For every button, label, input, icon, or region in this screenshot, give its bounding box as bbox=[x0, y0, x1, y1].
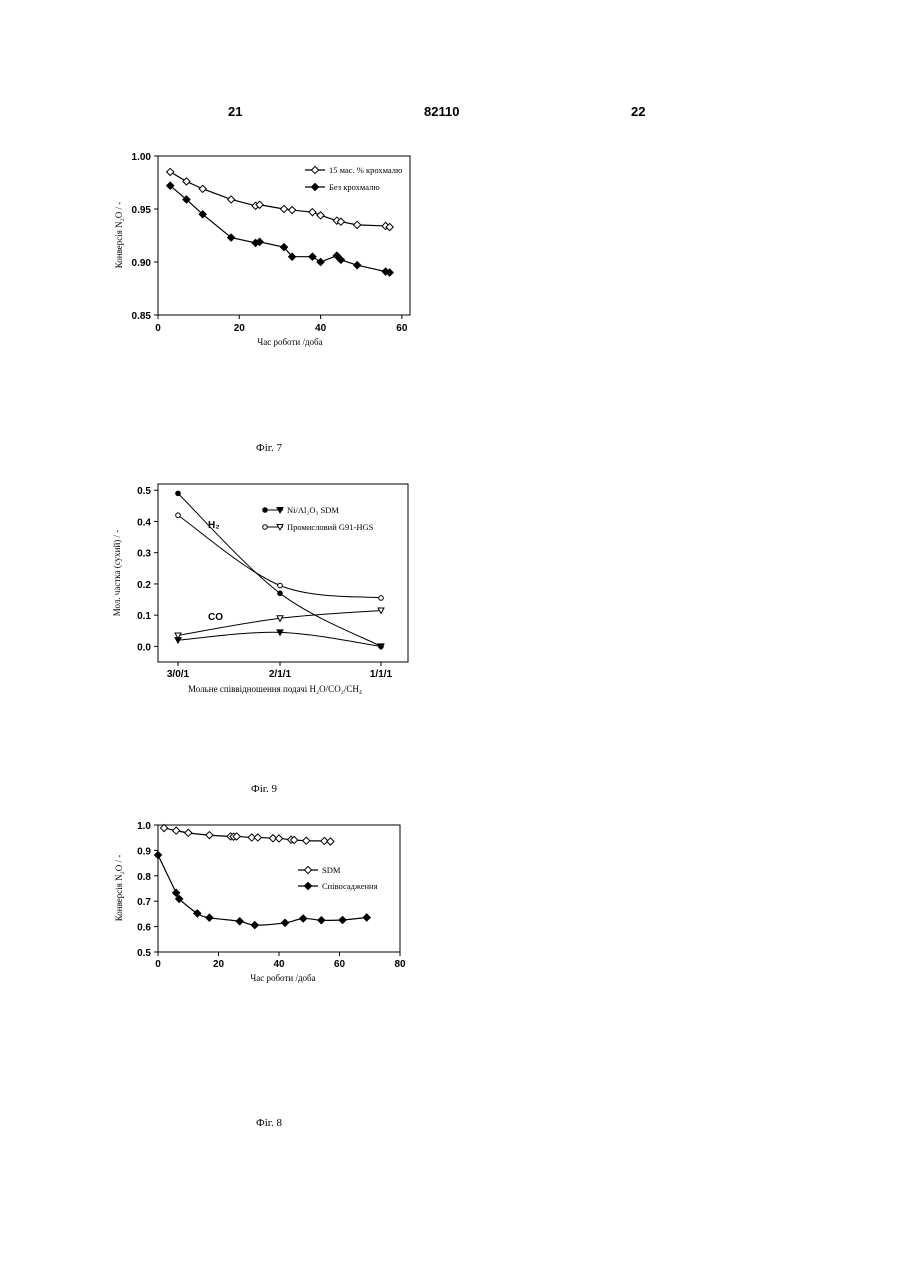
data-point bbox=[254, 834, 261, 841]
x-tick-label: 60 bbox=[334, 959, 346, 970]
data-point bbox=[278, 591, 283, 596]
legend-label: Співосадження bbox=[322, 881, 378, 891]
data-point bbox=[160, 824, 167, 831]
data-point bbox=[309, 209, 316, 216]
plot-frame bbox=[158, 484, 408, 662]
x-tick-label: 20 bbox=[213, 959, 225, 970]
y-tick-label: 0.8 bbox=[137, 872, 151, 883]
data-point bbox=[318, 917, 325, 924]
x-tick-label: 0 bbox=[155, 323, 161, 334]
x-axis-label: Мольне співвідношення подачі H₂O/CO₂/CH₄ bbox=[188, 684, 362, 694]
data-point bbox=[185, 829, 192, 836]
y-axis-label: Конверсія N₂O / - bbox=[114, 202, 124, 269]
data-point bbox=[183, 178, 190, 185]
x-tick-label: 40 bbox=[273, 959, 285, 970]
figure-8-caption: Фіг. 8 bbox=[256, 1117, 282, 1129]
series-curve bbox=[178, 493, 381, 646]
y-tick-label: 0.1 bbox=[137, 611, 151, 622]
y-tick-label: 0.4 bbox=[137, 517, 151, 528]
data-point bbox=[199, 185, 206, 192]
x-tick-label: 2/1/1 bbox=[269, 669, 292, 680]
y-tick-label: 0.95 bbox=[132, 205, 152, 216]
legend-label: Без крохмалю bbox=[329, 182, 380, 192]
data-point bbox=[278, 583, 283, 588]
data-point bbox=[327, 838, 334, 845]
y-tick-label: 0.5 bbox=[137, 486, 151, 497]
patent-number: 82110 bbox=[424, 104, 459, 119]
x-axis-label: Час роботи /доба bbox=[257, 337, 322, 347]
x-tick-label: 40 bbox=[315, 323, 327, 334]
legend-label: SDM bbox=[322, 865, 341, 875]
x-tick-label: 0 bbox=[155, 959, 161, 970]
figure-7-chart: 0.85 0.90 0.95 1.00 0 20 40 60 Час роботи /доба К… bbox=[0, 140, 901, 520]
data-point bbox=[309, 253, 316, 260]
data-point bbox=[354, 262, 361, 269]
data-point bbox=[275, 835, 282, 842]
data-point bbox=[280, 205, 287, 212]
data-point bbox=[206, 832, 213, 839]
series-line bbox=[170, 172, 389, 227]
y-tick-label: 0.90 bbox=[132, 258, 152, 269]
data-point bbox=[194, 910, 201, 917]
data-point bbox=[317, 212, 324, 219]
data-point bbox=[289, 206, 296, 213]
data-point bbox=[154, 851, 161, 858]
data-point bbox=[300, 915, 307, 922]
page-number-right: 22 bbox=[631, 104, 645, 119]
data-point bbox=[317, 258, 324, 265]
x-axis-label: Час роботи /доба bbox=[250, 973, 315, 983]
y-tick-label: 1.0 bbox=[137, 821, 151, 832]
series-line bbox=[170, 186, 389, 273]
plot-frame bbox=[158, 156, 410, 315]
data-point bbox=[173, 827, 180, 834]
data-point bbox=[303, 837, 310, 844]
y-axis-label: Мол. частка (сухий) / - bbox=[112, 530, 122, 617]
annotation-h2: H₂ bbox=[208, 520, 220, 531]
data-point bbox=[228, 196, 235, 203]
annotation-co: CO bbox=[208, 612, 223, 623]
x-tick-label: 20 bbox=[234, 323, 246, 334]
figure-7-caption: Фіг. 7 bbox=[256, 442, 282, 454]
figure-9-caption: Фіг. 9 bbox=[251, 783, 277, 795]
y-tick-label: 1.00 bbox=[132, 152, 152, 163]
legend-marker bbox=[304, 866, 311, 873]
x-tick-label: 1/1/1 bbox=[370, 669, 393, 680]
y-tick-label: 0.7 bbox=[137, 897, 151, 908]
data-point bbox=[206, 914, 213, 921]
legend-marker bbox=[263, 508, 268, 513]
data-point bbox=[251, 921, 258, 928]
legend-label: 15 мас. % крохмалю bbox=[329, 165, 403, 175]
legend-marker bbox=[311, 183, 318, 190]
data-point bbox=[339, 916, 346, 923]
data-point bbox=[176, 513, 181, 518]
y-tick-label: 0.6 bbox=[137, 923, 151, 934]
data-point bbox=[354, 221, 361, 228]
data-point bbox=[379, 596, 384, 601]
legend-marker bbox=[311, 166, 318, 173]
y-tick-label: 0.9 bbox=[137, 846, 151, 857]
page-number-left: 21 bbox=[228, 104, 242, 119]
legend-marker bbox=[304, 882, 311, 889]
x-tick-label: 80 bbox=[394, 959, 406, 970]
data-point bbox=[281, 919, 288, 926]
y-tick-label: 0.0 bbox=[137, 642, 151, 653]
y-tick-label: 0.2 bbox=[137, 580, 151, 591]
x-tick-label: 3/0/1 bbox=[167, 669, 190, 680]
legend-label: Промисловий G91-HGS bbox=[287, 522, 374, 532]
figure-8-chart: 0.5 0.6 0.7 0.8 0.9 1.0 0 20 40 60 80 Час роботи /д… bbox=[0, 810, 901, 1040]
figure-9-chart: 0.0 0.1 0.2 0.3 0.4 0.5 3/0/1 2/1/1 1/1/1 Мольне … bbox=[0, 470, 901, 710]
data-point bbox=[167, 168, 174, 175]
y-axis-label: Конверсія N₂O / - bbox=[114, 855, 124, 922]
data-point bbox=[363, 914, 370, 921]
legend-label: Ni/Al₂O₃ SDM bbox=[287, 505, 339, 515]
x-tick-label: 60 bbox=[396, 323, 408, 334]
data-point bbox=[236, 918, 243, 925]
data-point bbox=[176, 491, 181, 496]
y-tick-label: 0.85 bbox=[132, 311, 152, 322]
y-tick-label: 0.3 bbox=[137, 549, 151, 560]
y-tick-label: 0.5 bbox=[137, 948, 151, 959]
legend-marker bbox=[263, 525, 268, 530]
